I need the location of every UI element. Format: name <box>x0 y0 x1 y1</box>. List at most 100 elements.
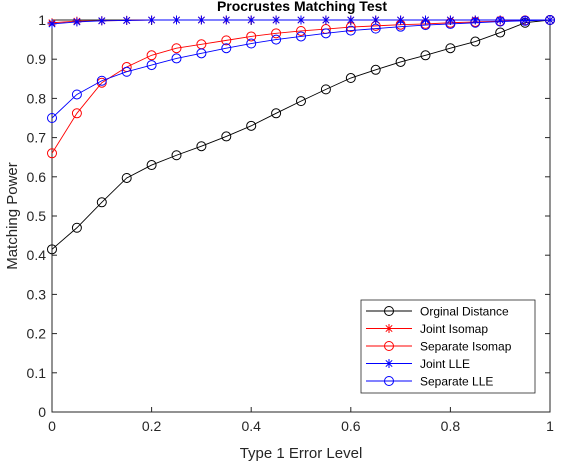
data-point <box>445 15 455 25</box>
data-point <box>420 20 431 31</box>
data-point <box>122 15 132 25</box>
data-point <box>470 15 480 25</box>
y-tick-label: 0.6 <box>27 169 47 185</box>
data-point <box>470 36 481 47</box>
data-point <box>121 172 132 183</box>
data-point <box>321 15 331 25</box>
legend-label: Orginal Distance <box>420 305 509 319</box>
legend: Orginal Distance Joint Isomap Separate Iso… <box>360 299 536 394</box>
series-joint-lle <box>47 15 555 29</box>
data-point <box>196 141 207 152</box>
data-point <box>271 108 282 119</box>
data-point <box>171 53 182 64</box>
data-point <box>221 15 231 25</box>
data-point <box>545 15 555 25</box>
data-point <box>296 31 306 42</box>
data-point <box>121 66 132 77</box>
data-point <box>320 28 331 39</box>
data-point <box>97 16 107 26</box>
y-tick-label: 0.7 <box>27 130 47 146</box>
data-point <box>71 222 82 233</box>
data-point <box>445 43 456 54</box>
x-tick-label: 0.2 <box>142 418 162 434</box>
data-point <box>47 148 57 159</box>
data-point <box>221 43 232 54</box>
y-tick-label: 0.4 <box>27 247 47 263</box>
data-point <box>396 15 406 25</box>
data-point <box>196 15 206 25</box>
data-point <box>395 56 406 67</box>
legend-marker <box>384 306 394 316</box>
x-axis-label: Type 1 Error Level <box>240 445 363 462</box>
legend-entry: Separate Isomap <box>366 340 512 354</box>
legend-entry: Separate LLE <box>366 375 493 389</box>
y-tick-label: 0.1 <box>27 365 47 381</box>
data-point <box>520 15 530 25</box>
legend-label: Separate LLE <box>420 375 493 389</box>
data-point <box>96 75 107 86</box>
legend-label: Joint Isomap <box>420 322 488 336</box>
legend-marker <box>384 324 394 333</box>
series-separate-isomap <box>47 15 555 159</box>
data-point <box>246 31 257 42</box>
data-point <box>345 25 356 36</box>
data-point <box>47 19 57 29</box>
series-orginal-distance <box>47 15 555 255</box>
x-tick-label: 0.4 <box>241 418 261 434</box>
data-point <box>346 15 356 25</box>
series-line <box>51 19 551 154</box>
data-point <box>146 60 157 71</box>
legend-entry: Joint LLE <box>366 357 470 371</box>
series-line <box>51 19 551 119</box>
x-tick-label: 0.6 <box>341 418 361 434</box>
data-point <box>246 120 257 131</box>
data-point <box>296 25 306 36</box>
legend-marker <box>384 341 394 351</box>
data-point <box>320 84 331 95</box>
x-tick-label: 0.8 <box>441 418 461 434</box>
data-point <box>370 64 381 75</box>
data-point <box>221 35 232 46</box>
data-point <box>72 17 82 27</box>
data-point <box>271 28 282 39</box>
data-point <box>172 15 181 25</box>
legend-marker <box>384 376 394 386</box>
data-point <box>296 96 306 107</box>
data-point <box>146 50 157 61</box>
data-point <box>147 15 157 25</box>
data-point <box>71 89 82 100</box>
data-point <box>421 15 430 25</box>
x-tick-label: 0 <box>48 418 56 434</box>
chart-title: Procrustes Matching Test <box>217 0 387 14</box>
data-point <box>171 43 182 54</box>
y-tick-label: 0.3 <box>27 286 47 302</box>
data-point <box>246 38 257 49</box>
y-tick-label: 0.9 <box>27 51 47 67</box>
data-point <box>47 113 57 123</box>
legend-label: Joint LLE <box>420 357 470 371</box>
y-tick-label: 1 <box>38 12 46 28</box>
y-tick-label: 0 <box>38 404 46 420</box>
data-point <box>470 17 481 28</box>
y-tick-label: 0.5 <box>27 208 47 224</box>
series-line <box>51 19 551 250</box>
data-point <box>271 34 282 45</box>
data-point <box>71 108 82 119</box>
data-point <box>47 244 57 255</box>
data-point <box>171 150 182 161</box>
data-point <box>370 23 381 34</box>
data-point <box>96 197 107 208</box>
series-separate-lle <box>47 15 555 123</box>
y-axis-label: Matching Power <box>4 162 21 270</box>
data-point <box>196 48 207 59</box>
data-point <box>495 27 506 38</box>
y-tick-label: 0.8 <box>27 90 47 106</box>
x-tick-label: 1 <box>546 418 554 434</box>
data-point <box>221 131 232 142</box>
data-point <box>371 15 381 25</box>
data-point <box>271 15 281 25</box>
data-point <box>395 21 406 32</box>
data-point <box>495 16 506 27</box>
data-point <box>296 15 306 25</box>
